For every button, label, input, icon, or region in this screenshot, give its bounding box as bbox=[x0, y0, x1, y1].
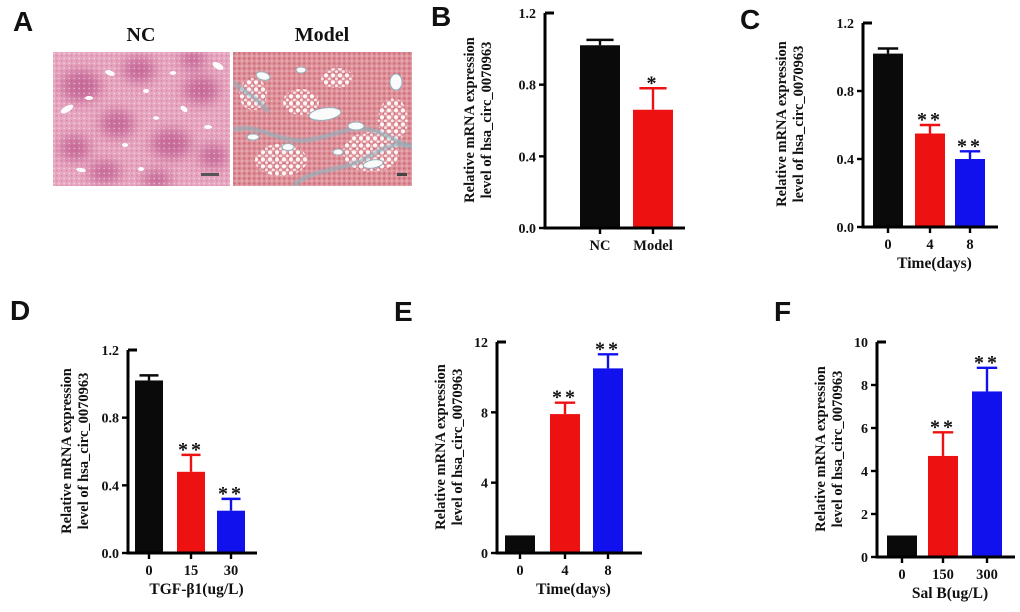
chart-e: 0 ** 4 ** 8 0 4 8 12 Time(days) bbox=[474, 336, 642, 598]
chart-e-ylabel-line1: Relative mRNA expression bbox=[433, 364, 449, 530]
y-tick-label: 0.4 bbox=[102, 479, 120, 494]
bar bbox=[217, 510, 245, 553]
histology-title-model: Model bbox=[294, 24, 350, 46]
chart-b-ylabel-line1: Relative mRNA expression bbox=[462, 37, 478, 203]
x-axis-title: Time(days) bbox=[536, 581, 611, 598]
x-tick-label: 4 bbox=[926, 237, 933, 253]
bar bbox=[135, 380, 163, 553]
y-tick-label: 0.0 bbox=[519, 222, 537, 237]
x-axis-title: Time(days) bbox=[897, 255, 972, 272]
x-tick-label: 8 bbox=[966, 237, 973, 253]
x-tick-label: 150 bbox=[932, 567, 954, 583]
bar bbox=[177, 471, 205, 553]
nc-scale-bar bbox=[201, 173, 219, 176]
significance-label: ** bbox=[974, 352, 1000, 374]
x-tick-label: 30 bbox=[224, 563, 239, 579]
bar bbox=[915, 133, 945, 227]
x-tick-label: 0 bbox=[145, 563, 152, 579]
y-tick-label: 0 bbox=[861, 551, 868, 566]
panel-label-d: D bbox=[10, 295, 31, 326]
y-tick-label: 8 bbox=[861, 379, 868, 394]
chart-c-ylabel-line2: level of hsa_circ_0070963 bbox=[791, 45, 807, 203]
x-tick-label: Model bbox=[633, 238, 672, 254]
model-scale-bar bbox=[397, 173, 407, 176]
significance-label: ** bbox=[552, 387, 578, 409]
y-tick-label: 12 bbox=[474, 336, 488, 351]
chart-c-ylabel-line1: Relative mRNA expression bbox=[774, 41, 790, 207]
significance-label: ** bbox=[957, 135, 983, 157]
significance-label: ** bbox=[917, 109, 943, 131]
bar bbox=[972, 391, 1002, 557]
y-tick-label: 8 bbox=[481, 406, 488, 421]
x-tick-label: 0 bbox=[884, 237, 891, 253]
nc-histology-image bbox=[53, 52, 230, 186]
bar bbox=[580, 45, 620, 228]
significance-label: ** bbox=[218, 483, 244, 505]
y-tick-label: 0.0 bbox=[102, 547, 120, 562]
x-tick-label: 300 bbox=[976, 567, 998, 583]
panel-label-c: C bbox=[740, 4, 761, 35]
model-vacuole-clusters bbox=[239, 68, 408, 176]
chart-d-ylabel-line1: Relative mRNA expression bbox=[59, 368, 75, 534]
nc-vessels bbox=[60, 62, 224, 173]
y-tick-label: 0 bbox=[481, 547, 488, 562]
chart-b: NC * Model 0.0 0.4 0.8 1.2 bbox=[519, 7, 685, 254]
x-tick-label: 0 bbox=[898, 567, 905, 583]
panel-label-a: A bbox=[13, 6, 34, 37]
y-tick-label: 0.4 bbox=[837, 153, 855, 168]
x-tick-label: NC bbox=[590, 238, 611, 254]
model-fibrotic-septa bbox=[233, 80, 412, 186]
x-axis-title: TGF-β1(ug/L) bbox=[149, 581, 243, 598]
panel-label-b: B bbox=[431, 1, 452, 32]
panel-label-e: E bbox=[394, 296, 413, 327]
bar bbox=[928, 455, 958, 557]
x-tick-label: 8 bbox=[604, 563, 611, 579]
bar bbox=[873, 53, 903, 227]
x-tick-label: 4 bbox=[561, 563, 568, 579]
y-tick-label: 10 bbox=[854, 336, 868, 351]
y-tick-label: 1.2 bbox=[837, 17, 855, 32]
y-tick-label: 1.2 bbox=[102, 344, 120, 359]
model-histology-image bbox=[233, 52, 412, 186]
chart-f: 0 ** 150 ** 300 0 2 4 6 8 10 Sal B(ug/L) bbox=[854, 336, 1015, 602]
panel-label-f: F bbox=[774, 296, 792, 327]
y-tick-label: 0.8 bbox=[837, 85, 855, 100]
bar bbox=[955, 159, 985, 227]
y-tick-label: 2 bbox=[861, 508, 868, 523]
y-tick-label: 1.2 bbox=[519, 7, 537, 22]
y-tick-label: 4 bbox=[481, 477, 488, 492]
x-axis-title: Sal B(ug/L) bbox=[912, 585, 988, 602]
x-tick-label: 0 bbox=[516, 563, 523, 579]
bar bbox=[505, 535, 535, 553]
bar bbox=[887, 535, 917, 557]
bar bbox=[593, 368, 623, 553]
y-tick-label: 0.4 bbox=[519, 150, 537, 165]
model-vessels bbox=[246, 66, 403, 169]
bar bbox=[550, 414, 580, 553]
chart-c: 0 ** 4 ** 8 0.0 0.4 0.8 1.2 Time(days) bbox=[837, 17, 998, 272]
chart-b-ylabel-line2: level of hsa_circ_0070963 bbox=[479, 41, 495, 199]
chart-b-ylabel: Relative mRNA expression level of hsa_ci… bbox=[462, 10, 496, 230]
significance-label: ** bbox=[178, 439, 204, 461]
y-tick-label: 0.8 bbox=[102, 412, 120, 427]
y-tick-label: 6 bbox=[861, 422, 868, 437]
chart-f-ylabel-line1: Relative mRNA expression bbox=[813, 366, 829, 532]
x-tick-label: 15 bbox=[184, 563, 199, 579]
y-tick-label: 0.8 bbox=[519, 79, 537, 94]
y-tick-label: 4 bbox=[861, 465, 868, 480]
significance-label: ** bbox=[930, 416, 956, 438]
bar bbox=[633, 109, 673, 228]
chart-d: 0 ** 15 ** 30 0.0 0.4 0.8 1.2 TGF-β1(ug/L) bbox=[102, 344, 257, 598]
y-tick-label: 0.0 bbox=[837, 221, 855, 236]
significance-label: * bbox=[647, 72, 660, 94]
chart-c-ylabel: Relative mRNA expression level of hsa_ci… bbox=[774, 14, 808, 234]
histology-title-nc: NC bbox=[126, 24, 156, 46]
significance-label: ** bbox=[595, 338, 621, 360]
